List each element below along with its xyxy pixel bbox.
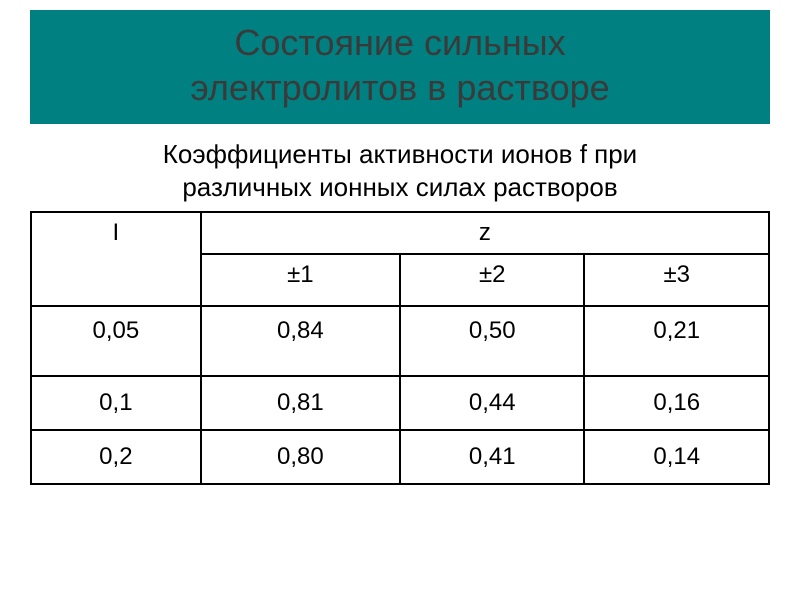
cell-I: 0,1 bbox=[31, 376, 201, 430]
cell-z3: 0,16 bbox=[584, 376, 769, 430]
table-container: I z ±1 ±2 ±3 0,05 0,84 0,50 0,21 0,1 0,8… bbox=[30, 211, 770, 485]
table-row: 0,2 0,80 0,41 0,14 bbox=[31, 430, 769, 484]
cell-z2: 0,41 bbox=[400, 430, 585, 484]
activity-coefficients-table: I z ±1 ±2 ±3 0,05 0,84 0,50 0,21 0,1 0,8… bbox=[30, 211, 770, 485]
cell-I: 0,2 bbox=[31, 430, 201, 484]
cell-z1: 0,81 bbox=[201, 376, 400, 430]
slide-subtitle: Коэффициенты активности ионов f при разл… bbox=[40, 138, 760, 203]
table-header-row: I z bbox=[31, 212, 769, 254]
header-I: I bbox=[31, 212, 201, 306]
cell-z1: 0,84 bbox=[201, 306, 400, 376]
title-line-1: Состояние сильных bbox=[234, 22, 565, 63]
slide-title: Состояние сильных электролитов в раствор… bbox=[30, 10, 770, 124]
table-row: 0,1 0,81 0,44 0,16 bbox=[31, 376, 769, 430]
cell-z3: 0,21 bbox=[584, 306, 769, 376]
header-z: z bbox=[201, 212, 769, 254]
cell-z3: 0,14 bbox=[584, 430, 769, 484]
title-line-2: электролитов в растворе bbox=[190, 67, 609, 108]
cell-I: 0,05 bbox=[31, 306, 201, 376]
table-row: 0,05 0,84 0,50 0,21 bbox=[31, 306, 769, 376]
subtitle-line-2: различных ионных силах растворов bbox=[182, 172, 617, 202]
header-z3: ±3 bbox=[584, 254, 769, 306]
header-z1: ±1 bbox=[201, 254, 400, 306]
header-z2: ±2 bbox=[400, 254, 585, 306]
cell-z2: 0,50 bbox=[400, 306, 585, 376]
subtitle-line-1: Коэффициенты активности ионов f при bbox=[163, 139, 637, 169]
cell-z2: 0,44 bbox=[400, 376, 585, 430]
cell-z1: 0,80 bbox=[201, 430, 400, 484]
